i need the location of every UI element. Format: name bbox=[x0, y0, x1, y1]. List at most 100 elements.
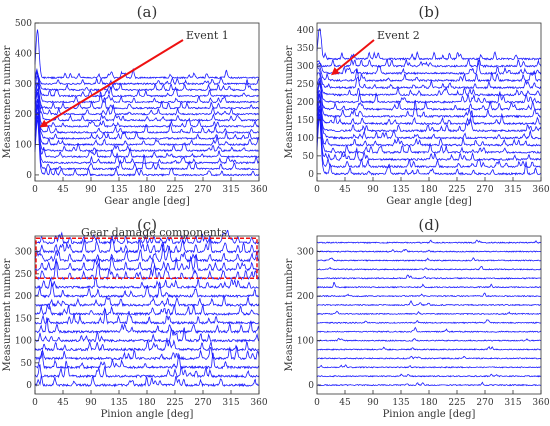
damage-box bbox=[35, 237, 258, 280]
series-line-2 bbox=[34, 360, 260, 379]
series-line-8 bbox=[316, 90, 542, 126]
x-tick-label: 225 bbox=[166, 185, 183, 195]
series-line-12 bbox=[316, 72, 542, 97]
y-tick-label: 150 bbox=[297, 116, 314, 126]
series-line-13 bbox=[316, 274, 542, 280]
series-line-1 bbox=[34, 374, 260, 388]
panel-letter: (c) bbox=[137, 216, 157, 234]
x-axis-label: Pinion angle [deg] bbox=[383, 409, 476, 420]
series-line-7 bbox=[34, 317, 260, 335]
y-tick-label: 0 bbox=[308, 381, 314, 391]
y-tick-label: 100 bbox=[15, 337, 32, 347]
y-tick-label: 200 bbox=[297, 98, 314, 108]
x-tick-label: 270 bbox=[194, 398, 211, 408]
y-axis-label: Measurement number bbox=[2, 258, 13, 371]
x-tick-label: 360 bbox=[250, 398, 267, 408]
x-tick-label: 45 bbox=[339, 398, 351, 408]
x-axis-label: Gear angle [deg] bbox=[104, 196, 190, 207]
y-tick-label: 150 bbox=[15, 314, 32, 324]
y-tick-label: 400 bbox=[297, 26, 314, 36]
y-tick-label: 100 bbox=[297, 134, 314, 144]
series-line-1 bbox=[316, 116, 542, 176]
x-tick-label: 0 bbox=[32, 398, 38, 408]
series-line-7 bbox=[316, 93, 542, 133]
x-tick-label: 180 bbox=[420, 185, 437, 195]
x-tick-label: 135 bbox=[392, 185, 409, 195]
series-line-9 bbox=[34, 304, 260, 317]
series-line-15 bbox=[316, 257, 542, 262]
x-tick-label: 90 bbox=[85, 398, 97, 408]
event-label: Event 1 bbox=[186, 29, 229, 42]
y-tick-label: 350 bbox=[297, 44, 314, 54]
x-tick-label: 270 bbox=[194, 185, 211, 195]
series-line-9 bbox=[316, 310, 542, 316]
series-line-17 bbox=[34, 229, 260, 245]
y-tick-label: 100 bbox=[15, 141, 32, 151]
x-tick-label: 45 bbox=[57, 185, 69, 195]
y-axis-label: Measurement number bbox=[2, 45, 13, 158]
series-line-14 bbox=[34, 70, 260, 98]
series-line-11 bbox=[316, 292, 542, 298]
x-tick-label: 225 bbox=[448, 185, 465, 195]
x-tick-label: 90 bbox=[367, 398, 379, 408]
x-tick-label: 315 bbox=[222, 185, 239, 195]
y-tick-label: 500 bbox=[15, 19, 32, 29]
x-tick-label: 90 bbox=[85, 185, 97, 195]
x-axis-label: Pinion angle [deg] bbox=[101, 409, 194, 420]
series-line-5 bbox=[34, 337, 260, 352]
y-tick-label: 50 bbox=[303, 152, 315, 162]
series-line-5 bbox=[34, 105, 260, 153]
panel-b: (b) 0 45 90 135 180 225 270 315 360 0 50 100 150 200 25… bbox=[284, 3, 550, 207]
series-line-5 bbox=[316, 346, 541, 351]
series-line-11 bbox=[316, 76, 542, 104]
event-label: Event 2 bbox=[377, 29, 420, 42]
series-line-17 bbox=[316, 239, 542, 244]
series-line-6 bbox=[316, 93, 542, 140]
y-tick-label: 0 bbox=[308, 170, 314, 180]
x-tick-label: 135 bbox=[110, 185, 127, 195]
x-tick-label: 135 bbox=[110, 398, 127, 408]
event-arrow bbox=[39, 39, 184, 128]
series-line-15 bbox=[316, 58, 542, 76]
x-tick-label: 0 bbox=[314, 398, 320, 408]
series-line-2 bbox=[316, 373, 542, 378]
y-tick-label: 0 bbox=[26, 171, 32, 181]
series-line-5 bbox=[316, 99, 542, 147]
series-line-8 bbox=[34, 92, 260, 134]
series-line-6 bbox=[316, 337, 542, 342]
series-line-4 bbox=[316, 104, 542, 155]
y-tick-label: 0 bbox=[26, 381, 32, 391]
panel-letter: (d) bbox=[418, 216, 439, 234]
series-line-14 bbox=[316, 65, 542, 83]
series-line-8 bbox=[316, 319, 542, 325]
series-line-17 bbox=[316, 28, 542, 61]
series-line-10 bbox=[316, 79, 542, 111]
x-tick-label: 45 bbox=[57, 398, 69, 408]
series-line-10 bbox=[34, 87, 259, 122]
series-line-12 bbox=[316, 282, 542, 289]
series-line-7 bbox=[34, 98, 260, 141]
panel-c: (c) 0 45 90 135 180 225 270 315 360 0 50 100 150 200 25… bbox=[2, 216, 268, 420]
series-line-3 bbox=[35, 351, 260, 370]
series-line-10 bbox=[316, 300, 542, 307]
series-line-3 bbox=[34, 111, 260, 165]
series-line-6 bbox=[34, 99, 260, 147]
x-tick-label: 270 bbox=[476, 185, 493, 195]
series-line-16 bbox=[316, 58, 542, 68]
series-line-10 bbox=[34, 295, 260, 308]
series-line-17 bbox=[34, 29, 260, 80]
series-line-15 bbox=[34, 71, 260, 92]
series-line-1 bbox=[316, 381, 542, 387]
x-tick-label: 225 bbox=[166, 398, 183, 408]
x-tick-label: 90 bbox=[367, 185, 379, 195]
event-arrow bbox=[331, 39, 375, 76]
x-tick-label: 270 bbox=[476, 398, 493, 408]
series-line-9 bbox=[34, 91, 259, 129]
series-line-4 bbox=[34, 345, 260, 361]
series-line-9 bbox=[316, 80, 542, 119]
series-line-11 bbox=[34, 82, 260, 116]
x-tick-label: 315 bbox=[504, 185, 521, 195]
series-line-12 bbox=[34, 277, 260, 290]
x-tick-label: 135 bbox=[392, 398, 409, 408]
